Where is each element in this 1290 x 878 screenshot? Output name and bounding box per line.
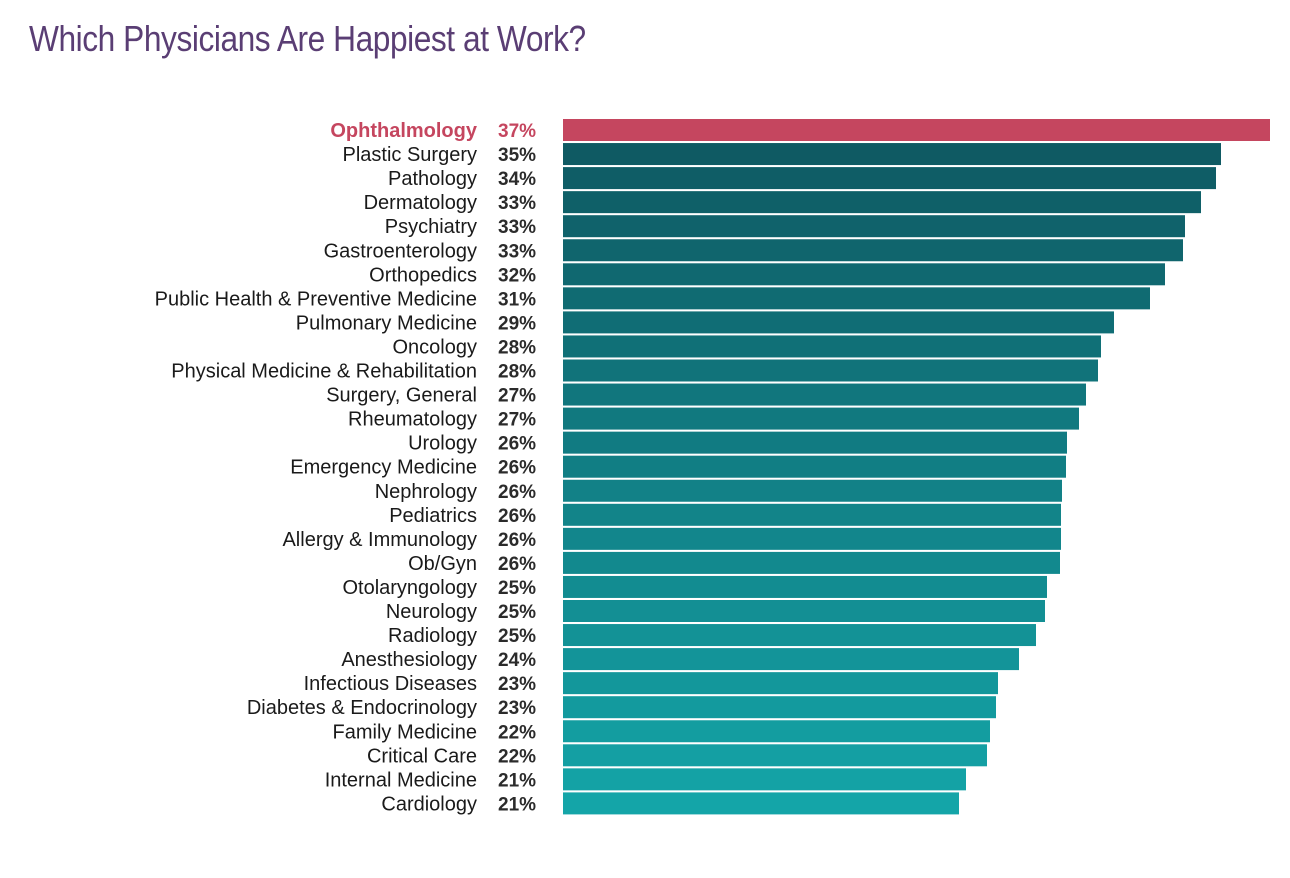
bar-family-medicine xyxy=(563,720,990,743)
value-label: 35% xyxy=(498,145,536,166)
bar-ophthalmology xyxy=(563,119,1270,141)
value-label: 23% xyxy=(498,698,536,719)
value-label: 31% xyxy=(498,289,536,310)
value-label: 23% xyxy=(498,674,536,695)
category-label: Ophthalmology xyxy=(330,120,478,142)
value-label: 28% xyxy=(498,362,536,383)
bar-physical-medicine-rehabilitation xyxy=(563,359,1098,382)
category-label: Rheumatology xyxy=(348,409,477,431)
category-label: Family Medicine xyxy=(333,721,477,743)
value-label: 32% xyxy=(498,265,536,286)
bar-public-health-preventive-medicine xyxy=(563,287,1150,310)
category-label: Pediatrics xyxy=(389,505,477,527)
bar-orthopedics xyxy=(563,263,1165,286)
value-label: 33% xyxy=(498,217,536,238)
category-label: Cardiology xyxy=(381,793,477,815)
value-label: 25% xyxy=(498,602,536,623)
category-label: Oncology xyxy=(393,336,478,358)
category-label: Otolaryngology xyxy=(342,577,477,599)
bar-nephrology xyxy=(563,479,1062,502)
bar-infectious-diseases xyxy=(563,672,998,695)
value-label: 21% xyxy=(498,794,536,815)
bar-urology xyxy=(563,431,1067,454)
category-label: Public Health & Preventive Medicine xyxy=(155,288,477,310)
value-label: 33% xyxy=(498,193,536,214)
value-label: 22% xyxy=(498,722,536,743)
bar-radiology xyxy=(563,624,1036,647)
value-label: 25% xyxy=(498,626,536,647)
category-label: Infectious Diseases xyxy=(304,673,477,695)
value-label: 26% xyxy=(498,482,536,503)
bar-dermatology xyxy=(563,191,1201,214)
bar-plastic-surgery xyxy=(563,143,1221,166)
category-label: Diabetes & Endocrinology xyxy=(247,697,477,719)
category-label: Radiology xyxy=(388,625,477,647)
category-label: Psychiatry xyxy=(385,216,477,238)
bar-pediatrics xyxy=(563,503,1061,526)
bar-neurology xyxy=(563,600,1045,622)
value-label: 24% xyxy=(498,650,536,671)
value-label: 26% xyxy=(498,434,536,455)
bar-allergy-immunology xyxy=(563,527,1061,550)
category-label: Ob/Gyn xyxy=(408,553,477,575)
category-label: Gastroenterology xyxy=(324,240,477,262)
value-label: 29% xyxy=(498,313,536,334)
bar-emergency-medicine xyxy=(563,455,1066,478)
category-label: Anesthesiology xyxy=(341,649,477,671)
value-label: 37% xyxy=(498,121,536,142)
category-label: Pulmonary Medicine xyxy=(296,312,477,334)
value-label: 26% xyxy=(498,530,536,551)
value-label: 26% xyxy=(498,554,536,575)
value-label: 25% xyxy=(498,578,536,599)
bar-internal-medicine xyxy=(563,768,966,791)
bar-critical-care xyxy=(563,744,987,767)
value-label: 28% xyxy=(498,337,536,358)
bar-gastroenterology xyxy=(563,239,1183,262)
bar-cardiology xyxy=(563,792,959,815)
category-label: Nephrology xyxy=(375,481,477,503)
category-label: Physical Medicine & Rehabilitation xyxy=(171,361,477,383)
bar-anesthesiology xyxy=(563,648,1019,671)
bar-oncology xyxy=(563,335,1101,358)
bar-rheumatology xyxy=(563,407,1079,430)
bar-surgery-general xyxy=(563,383,1086,406)
category-label: Internal Medicine xyxy=(325,769,477,791)
bar-ob-gyn xyxy=(563,551,1060,574)
bar-diabetes-endocrinology xyxy=(563,696,996,719)
value-label: 22% xyxy=(498,746,536,767)
bar-pulmonary-medicine xyxy=(563,311,1114,334)
value-label: 27% xyxy=(498,410,536,431)
category-label: Neurology xyxy=(386,601,477,623)
value-label: 33% xyxy=(498,241,536,262)
chart-title: Which Physicians Are Happiest at Work? xyxy=(29,18,586,59)
value-label: 26% xyxy=(498,506,536,527)
category-label: Pathology xyxy=(388,168,477,190)
category-label: Critical Care xyxy=(367,745,477,767)
category-label: Urology xyxy=(408,433,477,455)
category-label: Allergy & Immunology xyxy=(282,529,477,551)
bar-pathology xyxy=(563,167,1216,190)
bar-psychiatry xyxy=(563,215,1185,238)
category-label: Dermatology xyxy=(364,192,477,214)
category-label: Emergency Medicine xyxy=(290,457,477,479)
value-label: 34% xyxy=(498,169,536,190)
value-label: 26% xyxy=(498,458,536,479)
bar-otolaryngology xyxy=(563,575,1047,598)
value-label: 27% xyxy=(498,386,536,407)
category-label: Plastic Surgery xyxy=(343,144,478,166)
category-label: Surgery, General xyxy=(326,385,477,407)
value-label: 21% xyxy=(498,770,536,791)
category-label: Orthopedics xyxy=(369,264,477,286)
